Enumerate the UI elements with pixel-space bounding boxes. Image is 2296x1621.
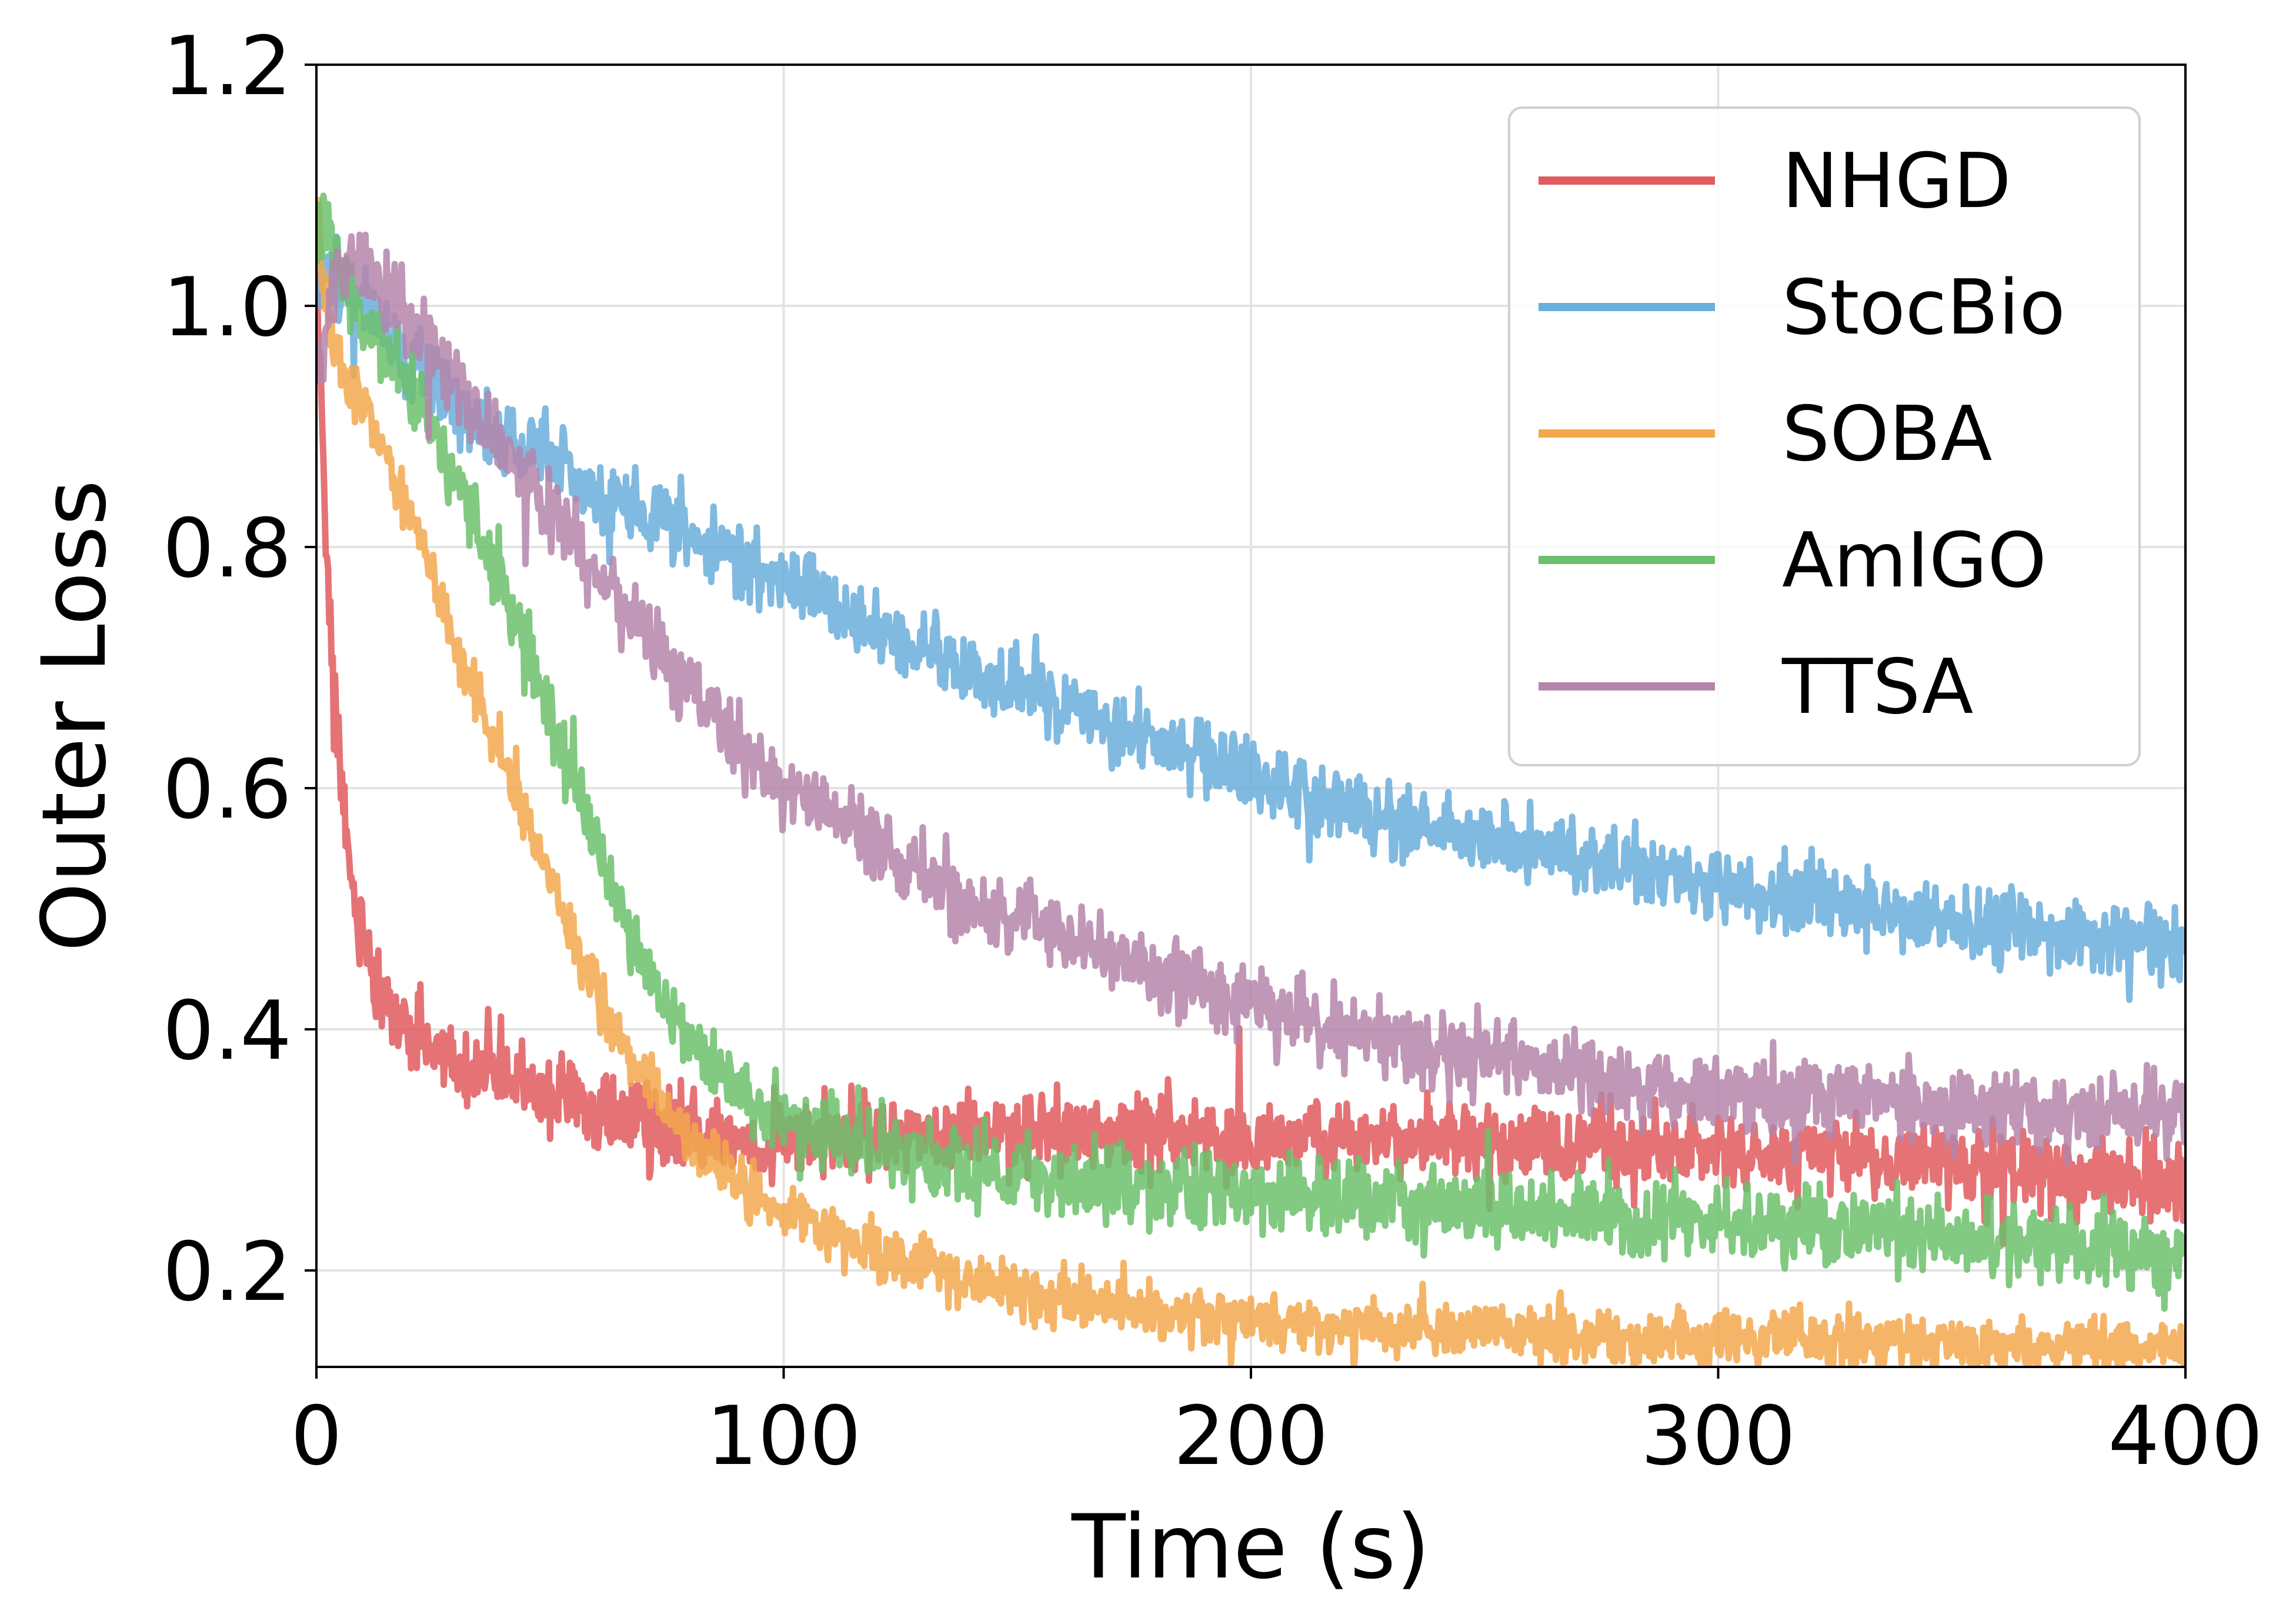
y-tick-label: 0.2	[163, 1225, 292, 1319]
legend-label-amigo: AmIGO	[1782, 517, 2047, 605]
x-axis-label: Time (s)	[1071, 1496, 1430, 1599]
y-axis-label: Outer Loss	[24, 480, 126, 952]
x-tick-label: 0	[291, 1389, 342, 1483]
series-line-nhgd	[316, 271, 2185, 1248]
x-tick-label: 300	[1641, 1389, 1796, 1483]
y-tick-label: 0.6	[163, 742, 292, 837]
legend-label-stocbio: StocBio	[1782, 264, 2065, 352]
y-tick-label: 1.2	[163, 19, 292, 114]
legend-box	[1508, 106, 2141, 766]
series-line-soba	[316, 196, 2185, 1367]
legend-label-soba: SOBA	[1782, 391, 1992, 478]
x-tick-label: 100	[706, 1389, 861, 1483]
series-line-stocbio	[316, 233, 2185, 1003]
series-layer	[316, 192, 2185, 1367]
legend-label-nhgd: NHGD	[1782, 138, 2011, 225]
series-line-ttsa	[316, 231, 2185, 1167]
legend-label-ttsa: TTSA	[1781, 643, 1973, 731]
x-tick-label: 400	[2108, 1389, 2262, 1483]
series-line-amigo	[316, 192, 2185, 1312]
y-tick-label: 0.4	[163, 983, 292, 1078]
axis-ticks: 0 100 200 300 400 0.2 0.4 0.6 0.8 1.0 1.2	[163, 19, 2263, 1483]
y-tick-label: 0.8	[163, 501, 292, 596]
y-tick-label: 1.0	[163, 260, 292, 355]
x-tick-label: 200	[1173, 1389, 1328, 1483]
legend: NHGD StocBio SOBA AmIGO TTSA	[1508, 106, 2141, 766]
